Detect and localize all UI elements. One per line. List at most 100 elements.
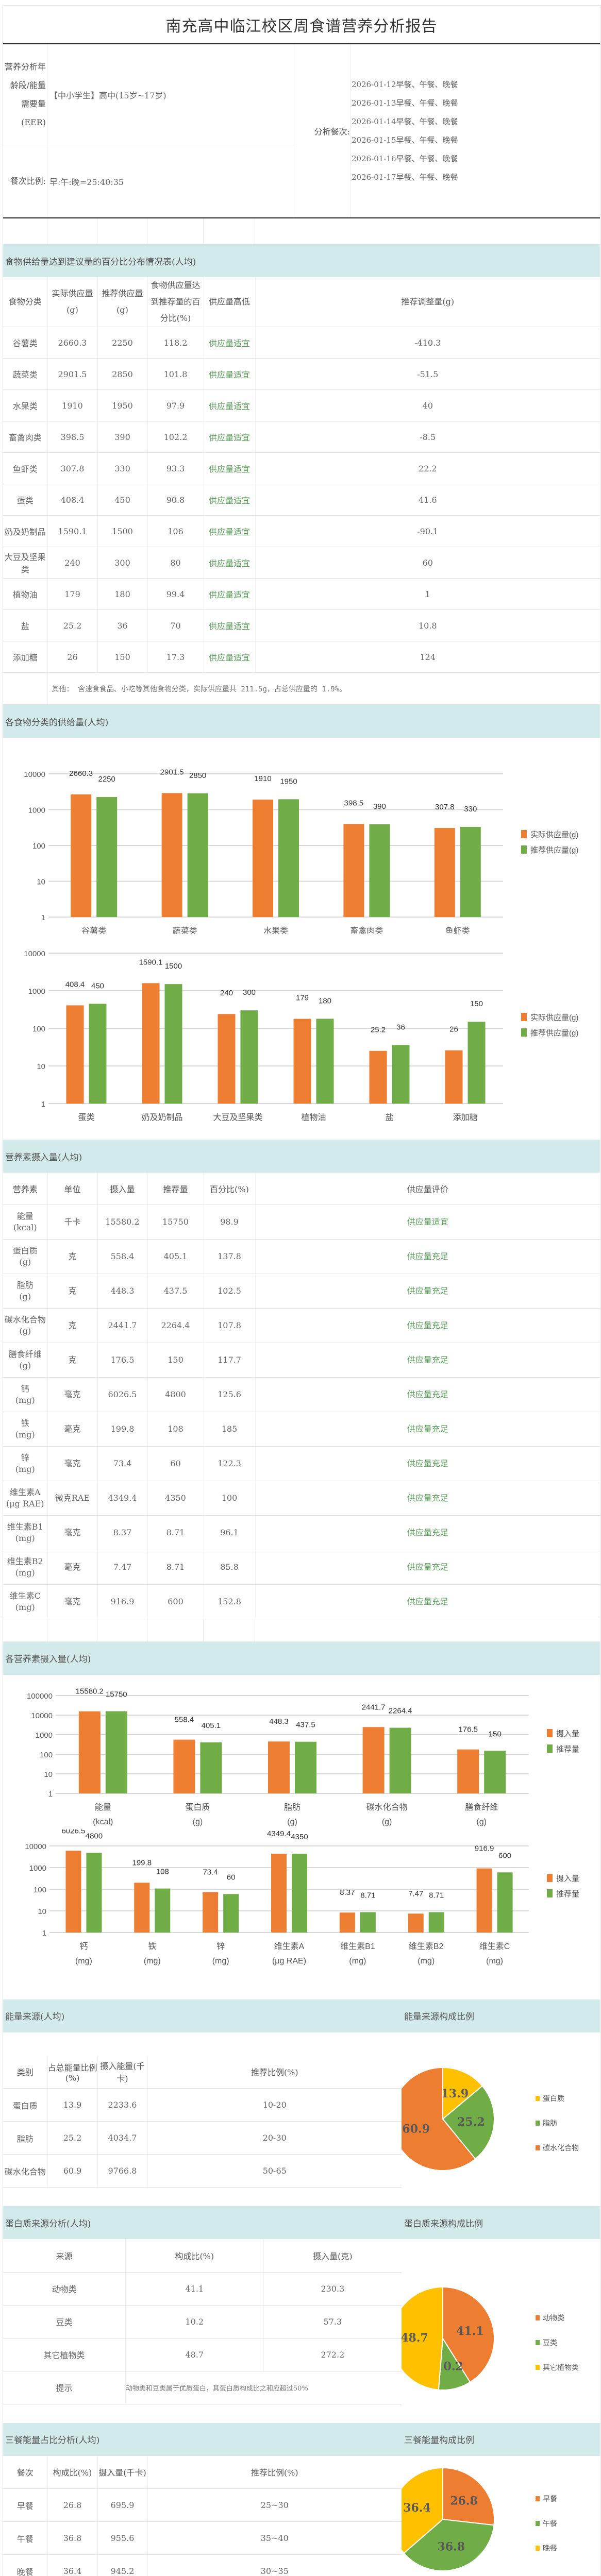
food-table-cell: 101.8 (147, 358, 204, 390)
svg-text:豆类: 豆类 (543, 2339, 557, 2347)
meal-date: 2026-01-17早餐、午餐、晚餐 (352, 173, 458, 182)
food-table-row: 奶及奶制品 1590.1 1500 106 供应量适宜 -90.1 (3, 515, 600, 547)
svg-text:25.2: 25.2 (371, 1026, 386, 1035)
nutrient-table-cell: 毫克 (47, 1550, 98, 1585)
nutrient-table-cell: 维生素B1 (mg) (3, 1515, 48, 1550)
svg-text:10000: 10000 (25, 1842, 46, 1851)
food-table-cell: 添加糖 (3, 641, 48, 673)
svg-text:307.8: 307.8 (435, 803, 455, 811)
food-table-cell: 150 (97, 641, 148, 673)
svg-text:大豆及坚果类: 大豆及坚果类 (213, 1113, 262, 1122)
energy-source-heading: 能量来源(人均) 能量来源构成比例 (3, 1999, 600, 2032)
food-table-cell: -51.5 (255, 358, 600, 390)
food-table-header: 推荐供应量(g) (97, 277, 148, 327)
energy-source-title: 能量来源(人均) (5, 2012, 65, 2022)
svg-text:13.9: 13.9 (441, 2087, 469, 2100)
nutrient-table-cell: 916.9 (97, 1584, 148, 1619)
nutrient-table-cell: 克 (47, 1274, 98, 1309)
food-table-cell: 408.4 (47, 484, 98, 516)
svg-text:4800: 4800 (86, 1832, 103, 1840)
svg-text:维生素A: 维生素A (274, 1942, 305, 1951)
nutrient-table-cell: 锌 (mg) (3, 1446, 48, 1481)
food-table-cell: -90.1 (255, 515, 600, 547)
protein-source-table: 来源 构成比(%) 摄入量(克) 动物类 41.1 230.3 豆类 10.2 57.3 其它植… (3, 2239, 402, 2404)
food-table-cell: 1910 (47, 389, 98, 421)
meal-table-header: 推荐比例(%) (147, 2455, 402, 2489)
svg-text:41.1: 41.1 (456, 2325, 484, 2338)
protein-source-heading: 蛋白质来源分析(人均) 蛋白质来源构成比例 (3, 2206, 600, 2239)
nutrient-table-row: 碳水化合物 (g) 克 2441.7 2264.4 107.8 供应量充足 (3, 1308, 600, 1343)
food-table-cell: 供应量适宜 (204, 389, 256, 421)
food-table-cell: 供应量适宜 (204, 484, 256, 516)
svg-text:36.8: 36.8 (438, 2540, 465, 2553)
svg-text:180: 180 (319, 996, 331, 1005)
svg-text:437.5: 437.5 (296, 1720, 315, 1729)
food-table-cell: 盐 (3, 609, 48, 641)
food-table-row: 鱼虾类 307.8 330 93.3 供应量适宜 22.2 (3, 452, 600, 484)
food-table-cell: 398.5 (47, 421, 98, 453)
svg-text:36: 36 (396, 1023, 405, 1031)
svg-text:植物油: 植物油 (301, 1113, 326, 1122)
energy-table-row: 碳水化合物 60.9 9766.8 50-65 (3, 2154, 402, 2188)
meal-table-cell: 36.8 (47, 2521, 98, 2555)
food-table-cell: 蛋类 (3, 484, 48, 516)
nutrient-table-row: 脂肪 (g) 克 448.3 437.5 102.5 供应量充足 (3, 1274, 600, 1309)
report-title: 南充高中临江校区周食谱营养分析报告 (165, 17, 438, 36)
svg-text:450: 450 (91, 981, 104, 990)
meal-table-cell: 晚餐 (3, 2554, 48, 2576)
svg-text:(g): (g) (382, 1818, 392, 1826)
nutrient-table-row: 维生素C (mg) 毫克 916.9 600 152.8 供应量充足 (3, 1584, 600, 1619)
svg-text:100: 100 (32, 1025, 45, 1033)
nutrient-table-cell: 176.5 (97, 1343, 148, 1378)
eer-value: 【中小学生】高中(15岁~17岁) (49, 90, 166, 100)
svg-text:维生素B2: 维生素B2 (409, 1942, 444, 1951)
nutrient-table-header: 营养素 (3, 1173, 48, 1205)
svg-text:(mg): (mg) (144, 1957, 161, 1965)
svg-text:1: 1 (41, 1100, 45, 1109)
food-table-cell: 植物油 (3, 578, 48, 610)
energy-source-section: 类别 占总能量比例(%) 摄入能量(千卡) 推荐比例(%) 蛋白质 13.9 2233.6… (3, 2032, 600, 2207)
nutrient-chart-2: 1 10 100 1000 10000 6026.5 4800 钙 (mg) 199.8 108 铁 (… (3, 1829, 600, 1999)
svg-text:25.2: 25.2 (457, 2115, 485, 2129)
food-table-cell: 供应量适宜 (204, 641, 256, 673)
nutrient-table-cell: 60 (147, 1446, 204, 1481)
svg-text:8.37: 8.37 (340, 1888, 355, 1897)
food-table-cell: 奶及奶制品 (3, 515, 48, 547)
nutrient-table-cell: 供应量适宜 (255, 1205, 600, 1240)
svg-text:1000: 1000 (36, 1731, 53, 1740)
energy-table-row: 蛋白质 13.9 2233.6 10-20 (3, 2088, 402, 2122)
svg-text:摄入量: 摄入量 (556, 1874, 579, 1883)
protein-pie: 41.1 10.2 48.7 动物类 豆类 其它植物类 (402, 2239, 600, 2423)
svg-text:15580.2: 15580.2 (76, 1687, 104, 1696)
food-table-cell: 大豆及坚果类 (3, 547, 48, 579)
svg-text:维生素B1: 维生素B1 (340, 1942, 375, 1951)
svg-text:558.4: 558.4 (175, 1715, 194, 1724)
nutrient-table-row: 维生素B2 (mg) 毫克 7.47 8.71 85.8 供应量充足 (3, 1550, 600, 1585)
nutrient-table-cell: 毫克 (47, 1377, 98, 1412)
svg-text:1: 1 (41, 913, 45, 922)
svg-text:摄入量: 摄入量 (556, 1730, 579, 1738)
nutrient-table-cell: 铁 (mg) (3, 1412, 48, 1447)
protein-table-cell: 48.7 (125, 2338, 264, 2371)
food-table-cell: 118.2 (147, 327, 204, 359)
energy-table-cell: 4034.7 (97, 2121, 148, 2155)
food-table-cell: 供应量适宜 (204, 578, 256, 610)
nutrient-table-cell: 122.3 (204, 1446, 256, 1481)
meal-table-cell: 30~35 (147, 2554, 402, 2576)
nutrient-table-cell: 微克RAE (47, 1481, 98, 1516)
svg-text:铁: 铁 (148, 1942, 156, 1951)
meal-table-cell: 午餐 (3, 2521, 48, 2555)
nutrient-table-cell: 558.4 (97, 1239, 148, 1274)
svg-text:10: 10 (44, 1770, 53, 1779)
svg-text:398.5: 398.5 (344, 799, 364, 807)
svg-text:(g): (g) (476, 1818, 487, 1826)
nutrient-table-cell: 供应量充足 (255, 1308, 600, 1343)
svg-text:150: 150 (489, 1730, 502, 1738)
food-table-row: 蛋类 408.4 450 90.8 供应量适宜 41.6 (3, 484, 600, 516)
food-chart-2: 1 10 100 1000 10000 408.4 450 蛋类 1590.1 1500 奶及奶制品… (3, 934, 600, 1140)
protein-table-row: 动物类 41.1 230.3 (3, 2272, 402, 2306)
svg-text:(mg): (mg) (486, 1957, 503, 1965)
food-table-cell: 106 (147, 515, 204, 547)
protein-table-cell: 41.1 (125, 2272, 264, 2306)
nutrient-table-cell: 107.8 (204, 1308, 256, 1343)
